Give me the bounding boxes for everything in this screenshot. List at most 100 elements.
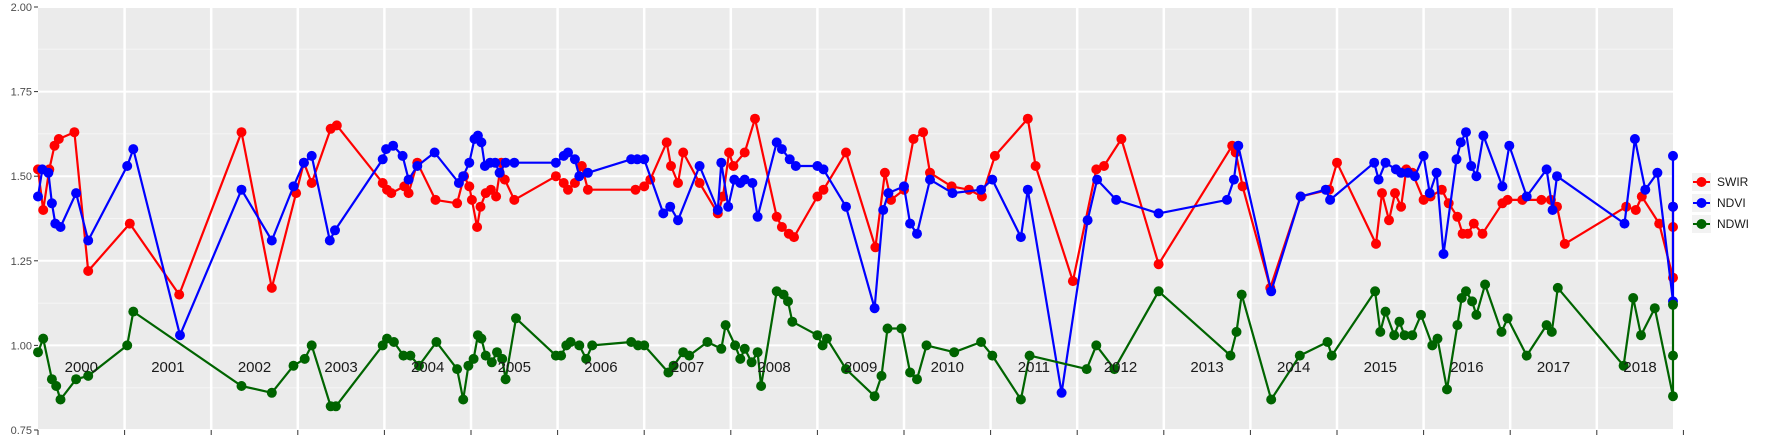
data-point-ndvi bbox=[1652, 167, 1663, 178]
data-point-ndwi bbox=[1370, 286, 1381, 297]
data-point-ndvi bbox=[582, 167, 593, 178]
data-point-ndwi bbox=[1109, 364, 1120, 375]
data-point-ndvi bbox=[747, 178, 758, 188]
data-point-ndvi bbox=[377, 154, 388, 165]
data-point-ndwi bbox=[1015, 394, 1026, 405]
data-point-swir bbox=[1237, 181, 1248, 192]
data-point-ndwi bbox=[468, 353, 479, 364]
data-point-ndwi bbox=[949, 347, 960, 358]
data-point-ndvi bbox=[128, 144, 139, 155]
data-point-swir bbox=[694, 178, 705, 188]
data-point-ndwi bbox=[896, 323, 907, 334]
data-point-swir bbox=[728, 161, 739, 171]
data-point-swir bbox=[666, 161, 676, 171]
data-point-ndwi bbox=[716, 343, 727, 354]
data-point-ndvi bbox=[388, 140, 399, 151]
data-point-ndvi bbox=[1461, 127, 1471, 138]
data-point-ndwi bbox=[511, 313, 521, 324]
data-point-swir bbox=[472, 222, 483, 232]
data-point-swir bbox=[812, 191, 823, 202]
data-point-ndvi bbox=[1369, 157, 1380, 168]
data-point-swir bbox=[1477, 228, 1488, 239]
data-point-ndwi bbox=[1266, 394, 1277, 405]
data-point-ndwi bbox=[452, 364, 463, 375]
data-point-ndwi bbox=[752, 347, 763, 358]
data-point-ndvi bbox=[1092, 174, 1103, 185]
data-point-ndwi bbox=[668, 360, 679, 371]
data-point-ndvi bbox=[841, 201, 851, 212]
year-label: 2012 bbox=[1104, 359, 1137, 376]
data-point-swir bbox=[466, 194, 477, 205]
data-point-ndwi bbox=[1668, 299, 1678, 310]
data-point-ndvi bbox=[1295, 191, 1306, 202]
data-point-ndvi bbox=[1418, 150, 1429, 161]
data-point-swir bbox=[69, 127, 80, 138]
data-point-ndwi bbox=[1091, 340, 1102, 351]
data-point-ndvi bbox=[1266, 286, 1277, 297]
data-point-ndwi bbox=[236, 381, 247, 391]
data-point-ndwi bbox=[1541, 320, 1552, 331]
data-point-swir bbox=[499, 174, 510, 185]
data-point-ndvi bbox=[500, 157, 511, 168]
data-point-ndwi bbox=[71, 374, 82, 385]
data-point-ndwi bbox=[1668, 391, 1678, 402]
data-point-ndvi bbox=[639, 154, 650, 165]
data-point-ndvi bbox=[1056, 387, 1067, 398]
data-point-ndvi bbox=[784, 154, 795, 165]
data-point-swir bbox=[452, 198, 463, 209]
data-point-ndvi bbox=[490, 157, 501, 168]
year-label: 2001 bbox=[151, 359, 184, 376]
data-point-ndvi bbox=[55, 222, 66, 232]
data-point-ndwi bbox=[1452, 320, 1463, 331]
year-label: 2015 bbox=[1364, 359, 1397, 376]
data-point-ndwi bbox=[756, 381, 767, 391]
data-point-ndwi bbox=[463, 360, 474, 371]
data-point-ndwi bbox=[1480, 279, 1491, 290]
data-point-swir bbox=[485, 184, 496, 195]
data-point-ndvi bbox=[1373, 174, 1384, 185]
data-point-ndwi bbox=[288, 360, 299, 371]
data-point-ndwi bbox=[398, 350, 409, 361]
data-point-swir bbox=[475, 201, 486, 212]
data-point-swir bbox=[38, 205, 49, 215]
data-point-ndvi bbox=[947, 188, 958, 199]
data-point-ndvi bbox=[905, 218, 916, 229]
data-point-ndwi bbox=[735, 353, 746, 364]
data-point-swir bbox=[1099, 161, 1109, 171]
data-point-ndwi bbox=[38, 333, 49, 344]
legend-label: NDVI bbox=[1717, 196, 1746, 210]
data-point-ndwi bbox=[869, 391, 880, 402]
data-point-ndvi bbox=[509, 157, 520, 168]
data-point-swir bbox=[908, 134, 919, 144]
data-point-ndwi bbox=[1326, 350, 1337, 361]
data-point-ndwi bbox=[1081, 364, 1092, 375]
data-point-swir bbox=[1559, 238, 1570, 249]
year-label: 2005 bbox=[498, 359, 531, 376]
data-point-ndvi bbox=[723, 201, 734, 212]
data-point-swir bbox=[509, 194, 520, 205]
data-point-ndwi bbox=[1380, 306, 1391, 317]
data-point-ndvi bbox=[1521, 191, 1532, 202]
data-point-ndwi bbox=[841, 364, 851, 375]
data-point-ndvi bbox=[925, 174, 935, 185]
data-point-swir bbox=[386, 188, 397, 199]
data-point-ndwi bbox=[1294, 350, 1305, 361]
data-point-ndvi bbox=[1629, 134, 1640, 144]
data-point-ndwi bbox=[1546, 326, 1557, 337]
data-point-ndvi bbox=[397, 150, 408, 161]
data-point-ndvi bbox=[1431, 167, 1442, 178]
data-point-ndwi bbox=[684, 350, 695, 361]
data-point-ndvi bbox=[1668, 201, 1678, 212]
data-point-ndwi bbox=[51, 381, 62, 391]
data-point-swir bbox=[879, 167, 890, 178]
data-point-swir bbox=[673, 178, 683, 188]
data-point-ndwi bbox=[746, 357, 757, 368]
data-point-swir bbox=[750, 113, 760, 124]
year-label: 2002 bbox=[238, 359, 271, 376]
data-point-ndwi bbox=[1225, 350, 1236, 361]
data-point-swir bbox=[1396, 201, 1407, 212]
data-point-swir bbox=[661, 137, 672, 148]
data-point-swir bbox=[771, 211, 782, 222]
data-point-ndvi bbox=[716, 157, 727, 168]
data-point-ndvi bbox=[1640, 184, 1651, 195]
